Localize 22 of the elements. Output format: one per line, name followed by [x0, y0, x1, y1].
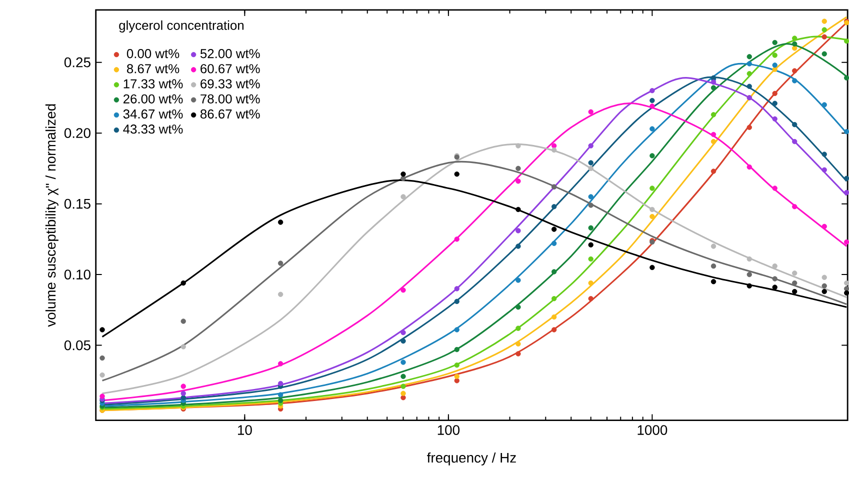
- y-tick-label: 0.05: [64, 340, 90, 350]
- legend-label: 0.00 wt%: [126, 48, 180, 58]
- legend-label: 60.67 wt%: [200, 64, 260, 74]
- x-axis-title: frequency / Hz: [427, 452, 516, 466]
- y-tick-label: 0.15: [64, 198, 90, 209]
- x-tick-label: 10: [238, 425, 252, 435]
- y-axis-title: volume susceptibility χ" / normalized: [45, 104, 58, 327]
- y-tick-label: 0.20: [64, 128, 90, 138]
- legend-label: 78.00 wt%: [200, 94, 260, 104]
- legend-title: glycerol concentration: [119, 20, 244, 32]
- legend-label: 86.67 wt%: [200, 109, 260, 118]
- x-tick-label: 100: [438, 425, 460, 435]
- legend-label: 43.33 wt%: [123, 124, 183, 134]
- x-tick-label: 1000: [638, 425, 668, 435]
- legend-label: 8.67 wt%: [126, 64, 180, 74]
- legend-label: 17.33 wt%: [124, 79, 183, 88]
- legend-label: 52.00 wt%: [200, 48, 260, 58]
- legend-label: 34.67 wt%: [123, 109, 183, 118]
- legend-label: 69.33 wt%: [200, 79, 260, 88]
- y-tick-label: 0.10: [64, 270, 90, 280]
- y-tick-label: 0.25: [64, 57, 90, 68]
- legend-label: 26.00 wt%: [123, 94, 183, 104]
